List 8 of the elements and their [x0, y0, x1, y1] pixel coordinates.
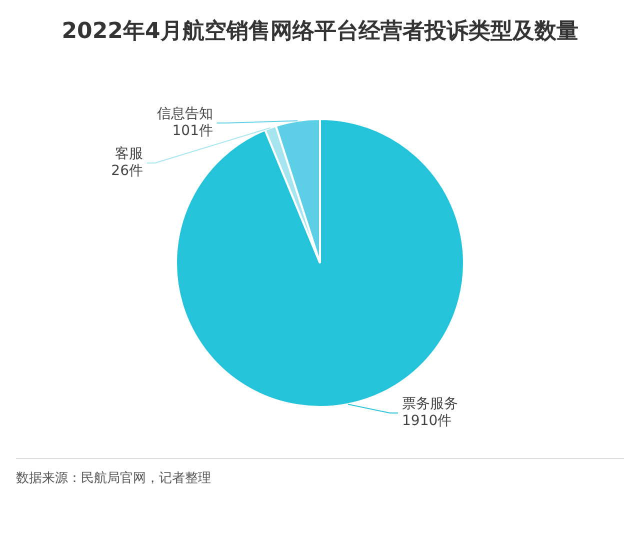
slice-label: 信息告知	[157, 106, 213, 122]
data-label: 1910件	[402, 413, 452, 430]
data-label: 26件	[111, 163, 143, 180]
chart-title: 2022年4月航空销售网络平台经营者投诉类型及数量	[60, 18, 580, 46]
slice-label: 客服	[115, 146, 143, 162]
slice-label: 票务服务	[402, 396, 458, 412]
data-label: 101件	[172, 123, 213, 140]
source-note: 数据来源：民航局官网，记者整理	[16, 470, 212, 488]
